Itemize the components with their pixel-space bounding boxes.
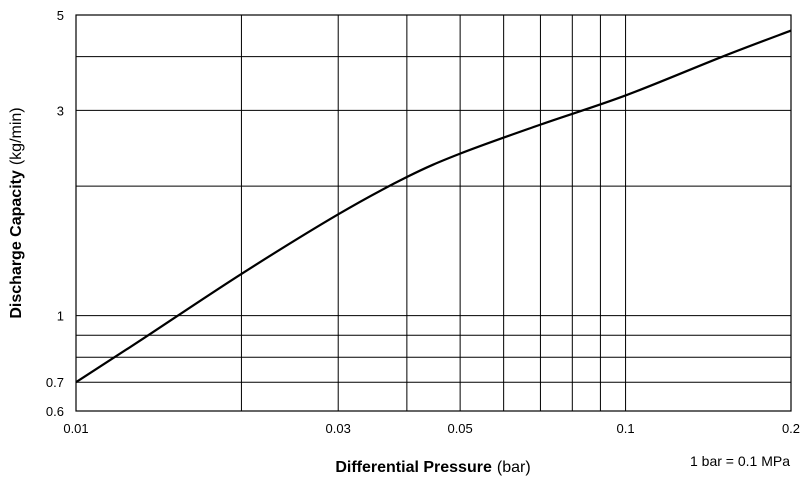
y-tick-label: 5 [57, 8, 64, 23]
y-tick-label: 1 [57, 309, 64, 324]
y-axis-label-main: Discharge Capacity [8, 170, 25, 319]
x-tick-label: 0.2 [782, 421, 800, 436]
x-axis-label-main: Differential Pressure [335, 459, 492, 476]
grid-layer [76, 15, 791, 411]
plot-frame [75, 14, 792, 412]
x-tick-label: 0.05 [447, 421, 472, 436]
x-axis-label: Differential Pressure (bar) [335, 459, 530, 476]
x-tick-labels: 0.01 0.03 0.05 0.1 0.2 [63, 421, 800, 436]
x-tick-label: 0.1 [617, 421, 635, 436]
y-tick-label: 0.6 [46, 404, 64, 419]
y-tick-label: 3 [57, 103, 64, 118]
unit-conversion-note: 1 bar = 0.1 MPa [690, 453, 790, 469]
x-axis-label-unit: (bar) [497, 459, 531, 476]
y-axis-label: Discharge Capacity (kg/min) [8, 107, 25, 318]
x-tick-label: 0.03 [326, 421, 351, 436]
discharge-curve [75, 29, 792, 384]
y-axis-label-unit: (kg/min) [8, 107, 25, 165]
y-tick-label: 0.7 [46, 375, 64, 390]
y-tick-labels: 0.6 0.7 1 3 5 [46, 8, 64, 419]
x-tick-label: 0.01 [63, 421, 88, 436]
